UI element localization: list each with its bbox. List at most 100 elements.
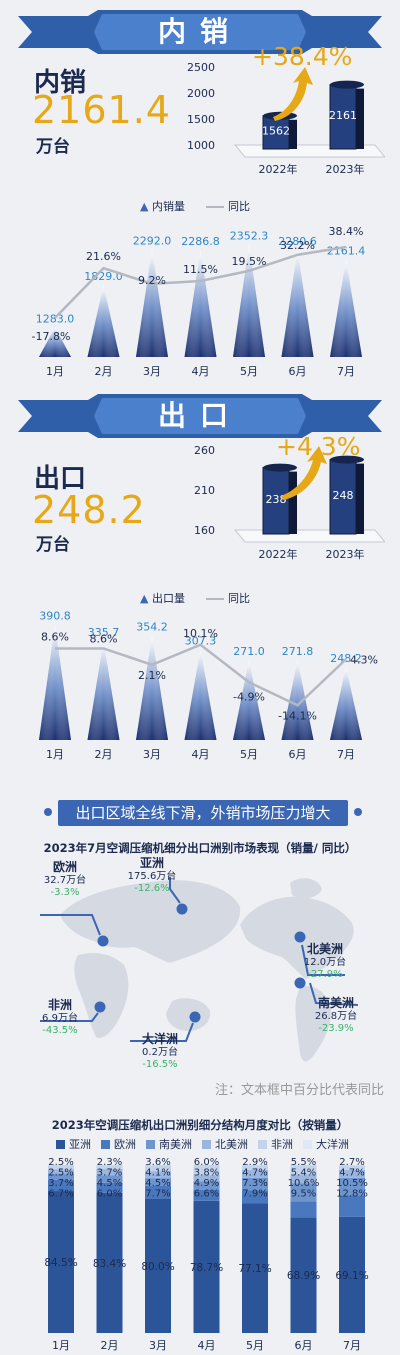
bar-0	[262, 467, 290, 535]
yoy-label: 11.5%	[183, 263, 218, 276]
region-value: 12.0万台	[304, 955, 346, 968]
map-title: 2023年7月空调压缩机细分出口洲别市场表现（销量/ 同比）	[43, 841, 357, 855]
spike-bar-shade	[136, 249, 168, 357]
x-tick-label: 2022年	[259, 547, 298, 561]
stack-value-label: 2.5%	[48, 1168, 73, 1179]
x-tick-label: 1月	[52, 1339, 70, 1352]
stack-seg-北美洲	[145, 1171, 171, 1179]
subtitle-dot-right	[354, 808, 362, 816]
bar-value-label: 2292.0	[133, 234, 172, 247]
stack-seg-南美洲	[193, 1181, 220, 1190]
legend-label-非洲: 非洲	[271, 1138, 293, 1151]
leader-line	[130, 1022, 194, 1042]
x-tick-label: 3月	[149, 1339, 167, 1352]
yoy-label: -14.1%	[278, 709, 317, 722]
leader-line	[40, 914, 101, 936]
stack-seg-南美洲	[48, 1173, 74, 1180]
stack-value-label: 77.1%	[238, 1263, 271, 1275]
legend-triangle-icon: ▲	[140, 200, 149, 213]
bar-value-label: 1562	[262, 124, 290, 137]
legend-label-大洋洲: 大洋洲	[316, 1137, 349, 1151]
export-legend: ▲ 出口量 同比	[140, 590, 250, 606]
stack-seg-欧洲	[48, 1179, 74, 1192]
yoy-label: 19.5%	[232, 255, 267, 268]
legend-swatch-亚洲	[56, 1140, 65, 1149]
export-legend-series: 出口量	[151, 592, 185, 605]
spike-bar-shade	[330, 666, 362, 740]
x-tick-label: 6月	[295, 1339, 313, 1352]
stack-seg-南美洲	[242, 1177, 268, 1191]
stack-seg-非洲	[96, 1165, 123, 1170]
spike-bar-shade	[184, 249, 217, 357]
legend-triangle-icon: ▲	[140, 592, 149, 605]
bar-value-label: 1283.0	[36, 312, 75, 325]
spike-bar-shade	[184, 649, 217, 740]
stack-seg-非洲	[193, 1165, 220, 1176]
region-name: 北美洲	[307, 941, 343, 956]
x-tick-label: 3月	[143, 365, 161, 378]
africa-shape	[74, 953, 129, 1039]
stack-value-label: 12.8%	[336, 1189, 368, 1200]
stack-seg-亚洲	[96, 1192, 123, 1333]
stack-seg-欧洲	[339, 1195, 365, 1217]
stack-title: 2023年空调压缩机出口洲别细分结构月度对比（按销量）	[51, 1118, 349, 1132]
spike-bar-shade	[136, 635, 168, 740]
x-tick-label: 2023年	[326, 162, 365, 176]
stack-value-label: 84.5%	[44, 1257, 77, 1269]
stack-seg-南美洲	[339, 1177, 365, 1196]
x-tick-label: 4月	[192, 365, 210, 378]
stack-value-label: 4.7%	[339, 1168, 364, 1179]
legend-label-南美洲: 南美洲	[159, 1138, 192, 1151]
stack-seg-亚洲	[193, 1200, 220, 1333]
stack-seg-亚洲	[339, 1216, 365, 1333]
stack-seg-非洲	[339, 1165, 365, 1170]
yoy-label: 8.6%	[90, 633, 118, 646]
bar-value-label: 2286.8	[181, 235, 220, 248]
stack-value-label: 78.7%	[190, 1262, 223, 1274]
export-banner-title-wrap: 出口	[18, 394, 382, 438]
x-tick-label: 4月	[192, 748, 210, 761]
yoy-label: 10.1%	[183, 627, 218, 640]
spike-bar-shade	[39, 624, 71, 740]
bar-value-label: 354.2	[136, 621, 168, 634]
legend-label-北美洲: 北美洲	[215, 1138, 248, 1151]
region-name: 南美洲	[318, 995, 354, 1010]
stack-value-label: 10.5%	[336, 1178, 368, 1189]
spike-bar-shade	[87, 640, 120, 740]
region-pct: -12.6%	[134, 883, 169, 894]
legend-swatch-大洋洲	[303, 1140, 312, 1149]
oceania-shape	[166, 998, 211, 1031]
x-tick-label: 2023年	[326, 547, 365, 561]
bar-side	[356, 463, 364, 534]
bar-side	[289, 471, 297, 534]
yoy-label: 32.2%	[280, 239, 315, 252]
yoy-label: 38.4%	[329, 225, 364, 238]
region-name: 非洲	[48, 997, 72, 1012]
stack-value-label: 7.9%	[242, 1189, 267, 1200]
stack-value-label: 7.7%	[145, 1189, 170, 1200]
x-tick-label: 2022年	[259, 162, 298, 176]
stack-seg-非洲	[242, 1165, 268, 1171]
region-pct: -43.5%	[42, 1025, 77, 1036]
stack-value-label: 2.7%	[339, 1157, 364, 1168]
stack-value-label: 3.6%	[145, 1157, 170, 1168]
stack-seg-非洲	[145, 1165, 171, 1172]
bar-value-label: 248.2	[330, 652, 362, 665]
y-tick-label: 1000	[187, 139, 215, 152]
region-value: 32.7万台	[44, 873, 86, 886]
y-tick-label: 2000	[187, 87, 215, 100]
bar-value-label: 2352.3	[230, 230, 269, 243]
stack-seg-欧洲	[242, 1190, 268, 1204]
region-value: 0.2万台	[142, 1045, 178, 1058]
spike-bar-shade	[330, 259, 362, 357]
stack-value-label: 3.7%	[48, 1178, 73, 1189]
stack-seg-亚洲	[48, 1191, 74, 1333]
domestic-legend: ▲ 内销量 同比	[140, 198, 250, 214]
stack-value-label: 6.0%	[194, 1157, 219, 1168]
stack-value-label: 80.0%	[141, 1261, 174, 1273]
bar-value-label: 390.8	[39, 610, 71, 623]
x-tick-label: 7月	[337, 748, 355, 761]
section3-subtitle: 出口区域全线下滑，外销市场压力增大	[58, 800, 348, 826]
region-value: 26.8万台	[315, 1009, 357, 1022]
